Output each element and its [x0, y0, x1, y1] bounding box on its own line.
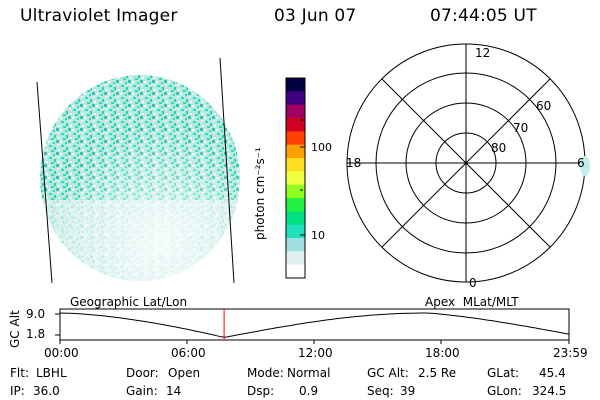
timeline-frame: [55, 308, 570, 344]
glon-label: GLon:: [487, 384, 522, 398]
y-tick-high: 9.0: [26, 307, 46, 321]
colorbar-segment: [286, 118, 305, 132]
gain-label: Gain:: [126, 384, 158, 398]
gc-alt-axis-label: GC Alt: [8, 310, 22, 348]
colorbar-segment: [286, 91, 305, 106]
gc-alt-value: 2.5 Re: [418, 366, 457, 380]
ip-label: IP:: [10, 384, 25, 398]
colorbar-ticks: [300, 119, 305, 236]
glon-value: 324.5: [532, 384, 567, 398]
seq-label: Seq:: [367, 384, 394, 398]
colorbar-segment: [286, 184, 305, 199]
uv-earth-image: [36, 57, 240, 284]
colorbar-segment: [286, 171, 305, 186]
color-scale-bar: [285, 77, 306, 279]
colorbar-segment: [286, 104, 305, 119]
colorbar-segment: [286, 158, 305, 172]
colorbar-segment: [286, 78, 305, 92]
mlt-18-label: 18: [346, 156, 362, 170]
instrument-title: Ultraviolet Imager: [20, 6, 178, 26]
mode-value: Normal: [287, 366, 331, 380]
time-tick-2359: 23:59: [553, 346, 588, 360]
colorbar-segment: [286, 131, 305, 146]
colorbar-segment: [286, 144, 305, 159]
time-tick-1200: 12:00: [298, 346, 333, 360]
flt-value: LBHL: [36, 366, 67, 380]
dsp-label: Dsp:: [247, 384, 275, 398]
dsp-value: 0.9: [299, 384, 319, 398]
door-value: Open: [168, 366, 201, 380]
seq-value: 39: [400, 384, 416, 398]
y-tick-low: 1.8: [26, 327, 46, 341]
colorbar-unit-label: photon cm⁻²s⁻¹: [253, 147, 267, 240]
colorbar-segment: [286, 211, 305, 226]
mlt-0-label: 0: [469, 276, 477, 290]
apex-title: Apex MLat/MLT: [425, 295, 519, 309]
polar-aurora-spot: [580, 156, 590, 176]
altitude-trace: [59, 312, 570, 338]
colorbar-border: [285, 77, 306, 279]
mlt-12-label: 12: [475, 46, 491, 60]
date-label: 03 Jun 07: [274, 6, 357, 26]
mlat-70-label: 70: [513, 121, 529, 135]
colorbar-segment: [286, 238, 305, 252]
gc-alt-label: GC Alt:: [367, 366, 409, 380]
mlt-6-label: 6: [577, 156, 585, 170]
time-label: 07:44:05 UT: [430, 6, 537, 26]
mode-label: Mode:: [247, 366, 284, 380]
glat-value: 45.4: [539, 366, 566, 380]
ip-value: 36.0: [33, 384, 60, 398]
colorbar-segment: [286, 224, 305, 239]
gain-value: 14: [166, 384, 182, 398]
colorbar-tick-100: 100: [311, 141, 332, 154]
mlat-60-label: 60: [536, 99, 552, 113]
polar-grid: [346, 43, 586, 283]
colorbar-segment: [286, 198, 305, 212]
time-tick-0600: 06:00: [171, 346, 206, 360]
time-tick-0000: 00:00: [44, 346, 79, 360]
door-label: Door:: [126, 366, 159, 380]
glat-label: GLat:: [487, 366, 520, 380]
flt-label: Flt:: [10, 366, 29, 380]
colorbar-segment: [286, 251, 305, 266]
colorbar-tick-10: 10: [311, 229, 325, 242]
time-tick-1800: 18:00: [425, 346, 460, 360]
geographic-title: Geographic Lat/Lon: [70, 295, 188, 309]
colorbar-segment: [286, 264, 305, 279]
mlat-80-label: 80: [491, 141, 507, 155]
